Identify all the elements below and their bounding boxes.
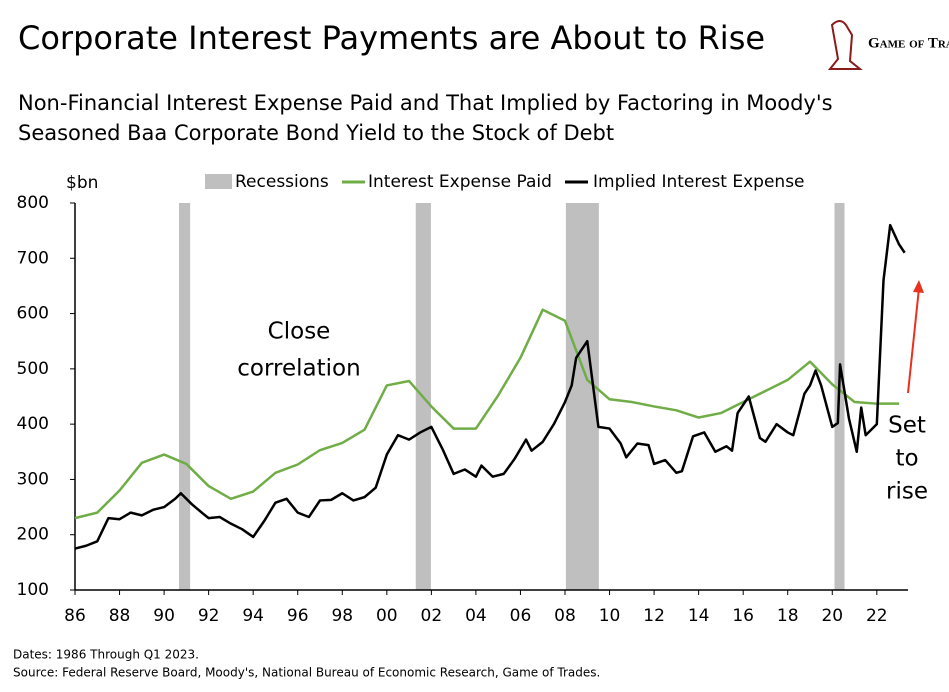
- annotation: Set: [888, 413, 926, 439]
- y-tick-label: 800: [17, 193, 49, 213]
- legend-label: Recessions: [235, 172, 329, 192]
- logo: Game of Trades: [868, 35, 949, 51]
- x-tick-label: 20: [821, 606, 843, 626]
- y-tick-label: 300: [17, 469, 49, 489]
- legend-swatch: [205, 174, 232, 189]
- y-tick-label: 400: [17, 414, 49, 434]
- x-tick-label: 18: [777, 606, 799, 626]
- x-tick-label: 16: [732, 606, 754, 626]
- x-tick-label: 92: [198, 606, 220, 626]
- x-tick-label: 22: [866, 606, 888, 626]
- x-tick-label: 98: [331, 606, 353, 626]
- legend-label: Implied Interest Expense: [593, 172, 805, 192]
- y-tick-label: 600: [17, 304, 49, 324]
- annotation: rise: [886, 479, 928, 505]
- y-axis-label: $bn: [66, 173, 98, 193]
- annotation: Close: [268, 319, 331, 345]
- y-tick-label: 100: [17, 580, 49, 600]
- x-tick-label: 06: [510, 606, 532, 626]
- chart-title: Corporate Interest Payments are About to…: [18, 19, 765, 57]
- x-tick-label: 14: [688, 606, 710, 626]
- x-tick-label: 96: [287, 606, 309, 626]
- series-line: [74, 308, 900, 520]
- note: Dates: 1986 Through Q1 2023.: [13, 648, 199, 662]
- x-tick-label: 02: [421, 606, 443, 626]
- y-tick-label: 700: [17, 248, 49, 268]
- x-tick-label: 10: [599, 606, 621, 626]
- x-tick-label: 94: [242, 606, 264, 626]
- x-tick-label: 88: [109, 606, 131, 626]
- note: Source: Federal Reserve Board, Moody's, …: [13, 666, 600, 680]
- subtitle: Non-Financial Interest Expense Paid and …: [18, 91, 833, 115]
- series-line: [74, 223, 906, 550]
- recession-band: [179, 203, 191, 590]
- x-tick-label: 08: [554, 606, 576, 626]
- annotation: correlation: [237, 356, 360, 382]
- x-tick-label: 90: [153, 606, 175, 626]
- subtitle: Seasoned Baa Corporate Bond Yield to the…: [18, 121, 614, 145]
- x-tick-label: 04: [465, 606, 487, 626]
- x-tick-label: 12: [643, 606, 665, 626]
- y-tick-label: 200: [17, 525, 49, 545]
- x-tick-label: 86: [64, 606, 86, 626]
- legend-label: Interest Expense Paid: [368, 172, 552, 192]
- arrowhead: [913, 280, 924, 293]
- annotation: to: [895, 446, 918, 472]
- arrow: [907, 287, 920, 394]
- logo-icon: [827, 20, 863, 70]
- x-tick-label: 00: [376, 606, 398, 626]
- y-tick-label: 500: [17, 359, 49, 379]
